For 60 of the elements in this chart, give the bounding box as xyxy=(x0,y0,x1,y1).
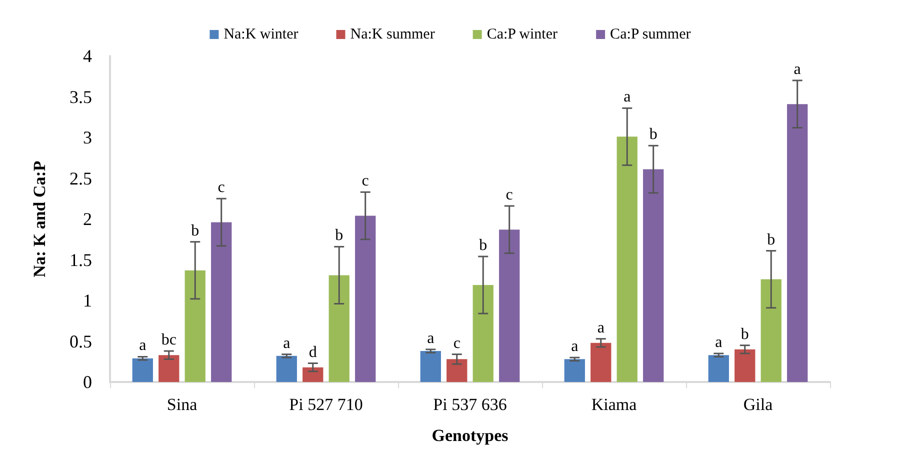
y-axis-title: Na: K and Ca:P xyxy=(30,160,49,278)
legend-label: Ca:P summer xyxy=(610,26,691,42)
bar xyxy=(616,136,638,382)
data-label: a xyxy=(794,60,801,78)
y-tick-label: 3.5 xyxy=(70,86,92,107)
data-label: a xyxy=(597,319,604,336)
bar xyxy=(211,222,232,382)
bar xyxy=(276,356,297,382)
data-label: b xyxy=(191,222,200,240)
bar xyxy=(302,367,324,382)
bar xyxy=(132,358,153,382)
legend-label: Na:K summer xyxy=(350,26,435,42)
data-label: a xyxy=(571,338,578,356)
y-tick-label: 0.5 xyxy=(70,331,92,352)
bar xyxy=(499,230,520,382)
y-tick-label: 4 xyxy=(83,46,92,66)
bar xyxy=(158,355,180,382)
y-tick-label: 1 xyxy=(83,290,92,310)
y-tick-label: 0 xyxy=(83,372,92,392)
data-label: c xyxy=(362,172,369,190)
x-axis-title: Genotypes xyxy=(432,426,509,445)
legend-label: Na:K winter xyxy=(224,26,298,42)
bar xyxy=(420,351,441,382)
bar xyxy=(446,359,468,382)
x-tick-label: Pi 527 710 xyxy=(289,395,363,414)
data-label: a xyxy=(283,334,290,352)
y-tick-label: 3 xyxy=(83,128,92,148)
data-label: b xyxy=(335,227,344,244)
data-label: a xyxy=(427,330,434,347)
bar xyxy=(734,349,756,382)
bar xyxy=(643,169,664,382)
data-label: b xyxy=(649,126,658,144)
y-tick-label: 2 xyxy=(83,209,92,229)
bar xyxy=(472,285,494,382)
data-label: a xyxy=(139,337,146,354)
bar xyxy=(328,275,350,382)
data-label: c xyxy=(453,334,460,352)
data-label: d xyxy=(308,344,317,361)
data-label: a xyxy=(624,88,631,106)
data-label: c xyxy=(218,179,225,196)
y-tick-label: 1.5 xyxy=(70,250,92,270)
bar xyxy=(787,104,808,382)
x-tick-label: Sina xyxy=(166,395,198,414)
bar xyxy=(184,270,206,382)
x-tick-label: Pi 537 636 xyxy=(433,395,507,414)
legend-label: Ca:P winter xyxy=(486,26,558,42)
y-tick-label: 2.5 xyxy=(70,168,92,188)
bar xyxy=(564,359,585,382)
data-label: b xyxy=(479,236,488,254)
x-tick-label: Kiama xyxy=(591,395,638,414)
bar xyxy=(355,216,376,382)
data-label: b xyxy=(767,231,776,248)
x-tick-label: Gila xyxy=(743,395,774,414)
bar xyxy=(590,342,612,382)
bar xyxy=(760,279,782,382)
data-label: c xyxy=(506,186,513,204)
data-label: b xyxy=(740,326,749,343)
data-label: bc xyxy=(161,332,176,349)
bar xyxy=(708,355,729,382)
data-label: a xyxy=(715,334,722,351)
